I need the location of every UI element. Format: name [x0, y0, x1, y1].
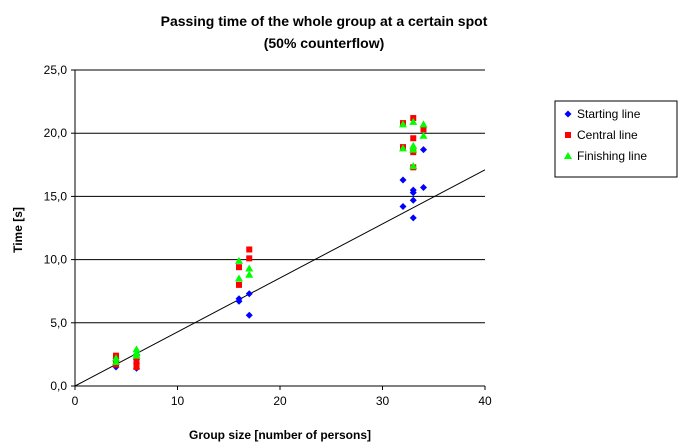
y-tick-labels: 0,0 5,0 10,0 15,0 20,0 25,0 — [44, 63, 68, 393]
y-tick-label-0: 0,0 — [50, 379, 67, 393]
data-point-s1-3 — [133, 364, 140, 371]
data-point-s2-11 — [409, 117, 418, 125]
data-point-s0-8 — [235, 295, 243, 303]
data-points — [112, 115, 428, 372]
legend-label-1: Central line — [577, 128, 638, 142]
data-point-s2-12 — [409, 141, 418, 149]
x-axis-title: Group size [number of persons] — [189, 428, 371, 442]
x-tick-label-3: 30 — [376, 394, 390, 408]
y-axis-title: Time [s] — [11, 207, 25, 253]
series-0 — [112, 146, 427, 372]
data-point-s0-17 — [420, 146, 427, 154]
data-point-s2-3 — [132, 345, 141, 353]
y-tick-label-2: 10,0 — [44, 253, 68, 267]
data-point-s0-14 — [409, 186, 417, 194]
legend-box — [554, 100, 678, 178]
legend-marker-2 — [564, 152, 572, 159]
data-point-s2-4 — [132, 351, 141, 359]
data-point-s2-7 — [245, 264, 254, 272]
series-2 — [112, 117, 428, 365]
data-point-s2-0 — [112, 357, 120, 365]
data-point-s2-14 — [409, 162, 418, 170]
data-point-s1-7 — [236, 264, 242, 271]
chart-title-line-1: Passing time of the whole group at a cer… — [161, 13, 488, 29]
x-tick-label-0: 0 — [72, 394, 79, 408]
data-point-s1-9 — [246, 246, 253, 253]
data-point-s1-16 — [420, 126, 427, 133]
data-point-s0-12 — [399, 203, 407, 211]
data-point-s2-5 — [235, 256, 243, 264]
data-point-s2-13 — [409, 145, 418, 153]
data-point-s0-18 — [420, 184, 427, 192]
y-tick-label-1: 5,0 — [50, 316, 67, 330]
legend-marker-1 — [565, 132, 571, 138]
chart-title-line-2: (50% counterflow) — [264, 35, 385, 51]
data-point-s2-10 — [399, 144, 407, 152]
data-point-s2-9 — [399, 120, 407, 128]
x-tick-label-2: 20 — [273, 394, 287, 408]
legend: Starting line Central line Finishing line — [554, 100, 678, 178]
x-tick-label-4: 40 — [478, 394, 492, 408]
y-tick-label-3: 15,0 — [44, 189, 68, 203]
data-point-s2-8 — [245, 270, 254, 278]
data-point-s2-15 — [419, 120, 428, 128]
data-point-s0-11 — [399, 176, 407, 184]
data-point-s0-16 — [409, 214, 417, 222]
data-point-s1-6 — [236, 281, 242, 288]
data-point-s2-6 — [235, 274, 243, 282]
trendline — [74, 169, 486, 387]
data-point-s2-1 — [112, 354, 120, 362]
data-point-s2-16 — [419, 131, 428, 139]
data-point-s1-4 — [133, 360, 140, 367]
chart-title: Passing time of the whole group at a cer… — [161, 13, 488, 51]
legend-label-2: Finishing line — [577, 149, 647, 163]
data-point-s0-10 — [245, 311, 253, 319]
y-tick-label-4: 20,0 — [44, 126, 68, 140]
x-tick-label-1: 10 — [171, 394, 185, 408]
data-point-s1-13 — [410, 135, 417, 142]
data-point-s0-9 — [245, 290, 253, 298]
legend-marker-0 — [564, 110, 572, 118]
series-1 — [113, 115, 427, 371]
data-point-s0-15 — [409, 196, 417, 204]
axes — [71, 69, 486, 390]
legend-label-0: Starting line — [577, 107, 641, 121]
gridlines — [75, 69, 485, 324]
legend-items: Starting line Central line Finishing line — [564, 107, 647, 163]
y-tick-label-5: 25,0 — [44, 63, 68, 77]
x-tick-labels: 0 10 20 30 40 — [72, 394, 492, 408]
trendline-line — [74, 169, 486, 387]
data-point-s1-8 — [246, 255, 253, 262]
